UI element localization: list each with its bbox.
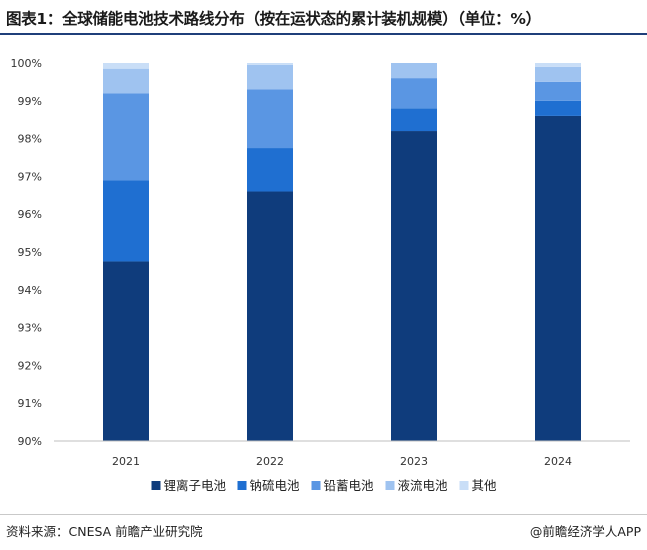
bar-segment-2024-2 (535, 81, 581, 101)
bar-segment-2022-1 (247, 148, 293, 192)
bar-segment-2024-0 (535, 115, 581, 442)
bar-segment-2024-4 (535, 63, 581, 67)
x-tick-label: 2024 (544, 455, 572, 468)
legend-label: 其他 (472, 478, 498, 493)
bar-segment-2023-0 (391, 131, 437, 441)
y-tick-label: 100% (11, 57, 42, 70)
y-tick-label: 97% (18, 170, 42, 183)
y-tick-label: 95% (18, 246, 42, 259)
x-tick-label: 2022 (256, 455, 284, 468)
bar-segment-2021-4 (103, 63, 149, 69)
x-tick-label: 2021 (112, 455, 140, 468)
y-tick-label: 90% (18, 435, 42, 448)
bar-segment-2021-0 (103, 261, 149, 441)
bar-segment-2024-1 (535, 100, 581, 116)
y-axis: 90% 91% 92% 93% 94% 95% 96% 97% 98% 99% 100% (11, 57, 42, 448)
legend: 锂离子电池 钠硫电池 铅蓄电池 液流电池 其他 (151, 478, 498, 493)
chart-title: 图表1：全球储能电池技术路线分布（按在运状态的累计装机规模）（单位：%） (6, 10, 541, 28)
legend-swatch (311, 481, 321, 490)
x-axis: 2021 2022 2023 2024 (54, 440, 630, 468)
stacked-bar-chart: 90%91%92%93%94%95%96%97%98%99%100% 2021 2… (11, 57, 630, 493)
legend-label: 铅蓄电池 (324, 478, 375, 493)
bar-segment-2022-4 (247, 63, 293, 65)
legend-label: 锂离子电池 (164, 478, 227, 493)
legend-swatch (385, 481, 395, 490)
legend-swatch (459, 481, 469, 490)
bar-segment-2022-2 (247, 89, 293, 149)
y-tick-label: 98% (18, 133, 42, 146)
y-tick-label: 94% (18, 284, 42, 297)
legend-label: 钠硫电池 (250, 478, 301, 493)
bar-segment-2022-3 (247, 64, 293, 90)
x-tick-label: 2023 (400, 455, 428, 468)
bar-segment-2021-3 (103, 68, 149, 94)
bar-segment-2023-2 (391, 78, 437, 109)
legend-swatch (237, 481, 247, 490)
y-tick-label: 93% (18, 322, 42, 335)
title-divider (0, 33, 647, 35)
y-tick-label: 99% (18, 95, 42, 108)
y-tick-label: 96% (18, 208, 42, 221)
bars (103, 63, 581, 442)
bar-segment-2022-0 (247, 191, 293, 441)
bar-segment-2021-1 (103, 180, 149, 262)
source-note: 资料来源：CNESA 前瞻产业研究院 (6, 524, 203, 539)
y-tick-label: 92% (18, 359, 42, 372)
bar-segment-2023-3 (391, 63, 437, 79)
bar-segment-2021-2 (103, 93, 149, 181)
bar-segment-2024-3 (535, 66, 581, 82)
bar-segment-2023-1 (391, 108, 437, 132)
y-tick-label: 91% (18, 397, 42, 410)
brand-credit: @前瞻经济学人APP (529, 524, 641, 539)
legend-swatch (151, 481, 161, 490)
footer-divider (0, 514, 647, 515)
legend-label: 液流电池 (398, 478, 449, 493)
